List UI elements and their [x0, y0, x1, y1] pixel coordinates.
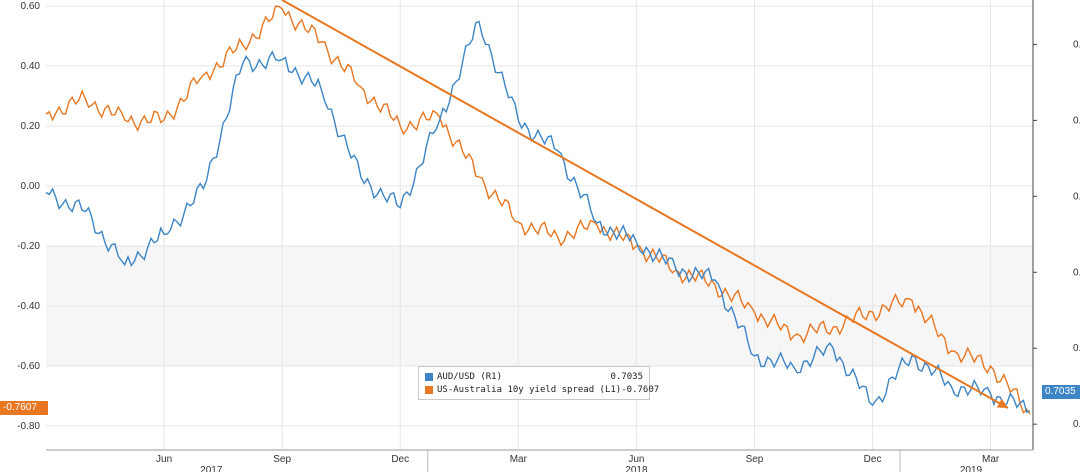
- x-tick-label: Mar: [982, 454, 1000, 465]
- trend-arrow-head: [996, 398, 1008, 408]
- left-tick-label: -0.20: [17, 241, 40, 252]
- x-tick-label: Mar: [510, 454, 528, 465]
- spread-series-line: [45, 5, 1031, 415]
- year-label: 2018: [625, 465, 648, 472]
- year-label: 2017: [200, 465, 223, 472]
- right-tick-label: 0.7400: [1073, 267, 1080, 278]
- legend-item-aud: AUD/USD (R1) 0.7035: [425, 370, 643, 383]
- aud-last-value-tag: 0.7035: [1042, 385, 1080, 399]
- x-tick-label: Sep: [273, 454, 291, 465]
- left-tick-label: 0.60: [21, 1, 41, 12]
- x-tick-label: Dec: [391, 454, 409, 465]
- axis-layer: 0.60 0.40 0.20 0.00 -0.20 -0.40 -0.60 -0.80 0.80…: [17, 0, 1080, 472]
- left-tick-label: -0.80: [17, 421, 40, 432]
- left-tick-label: -0.40: [17, 301, 40, 312]
- legend-label-aud: AUD/USD (R1): [437, 371, 503, 382]
- legend-label-spread: US-Australia 10y yield spread (L1): [437, 384, 622, 395]
- left-tick-label: 0.00: [21, 181, 41, 192]
- x-tick-label: Jun: [156, 454, 172, 465]
- legend-swatch-spread: [425, 385, 433, 394]
- right-tick-label: 0.7000: [1073, 419, 1080, 430]
- legend-value-aud: 0.7035: [610, 371, 643, 382]
- right-tick-label: 0.7800: [1073, 115, 1080, 126]
- left-tick-label: -0.60: [17, 361, 40, 372]
- right-tick-label: 0.7600: [1073, 191, 1080, 202]
- x-tick-label: Sep: [746, 454, 764, 465]
- year-label: 2019: [960, 465, 983, 472]
- trend-arrow-line: [281, 0, 1009, 409]
- left-tick-label: 0.20: [21, 121, 41, 132]
- x-tick-label: Dec: [864, 454, 882, 465]
- x-tick-label: Jun: [628, 454, 644, 465]
- series-layer: [45, 0, 1031, 415]
- legend-value-spread: -0.7607: [621, 384, 660, 395]
- left-tick-label: 0.40: [21, 61, 41, 72]
- right-tick-label: 0.7200: [1073, 343, 1080, 354]
- legend-item-spread: US-Australia 10y yield spread (L1) -0.76…: [425, 383, 659, 396]
- legend-swatch-aud: [425, 372, 433, 381]
- spread-last-value-tag: -0.7607: [0, 401, 48, 415]
- aud-usd-series-line: [45, 20, 1031, 414]
- chart-legend: AUD/USD (R1) 0.7035 US-Australia 10y yie…: [418, 366, 659, 400]
